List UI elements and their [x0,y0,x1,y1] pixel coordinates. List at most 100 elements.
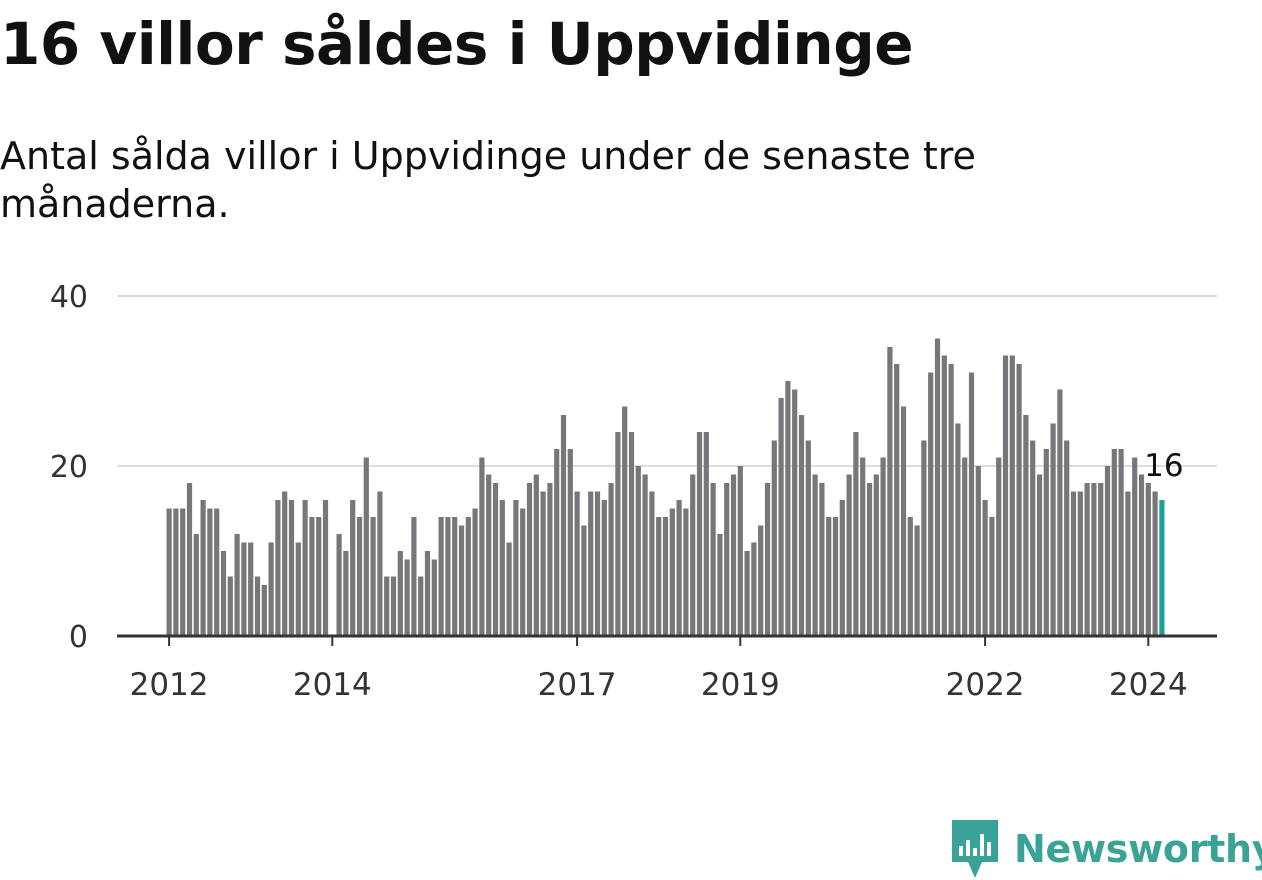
bar [227,576,233,636]
bar [703,432,709,636]
x-tick-label: 2022 [946,667,1025,703]
bar [200,500,206,636]
bar [220,551,227,636]
bar [254,576,261,636]
bar [377,491,383,636]
bar [166,508,172,636]
bar [186,483,193,636]
bar [635,466,641,636]
bar [411,517,417,636]
bar [1091,483,1097,636]
bar [581,525,587,636]
bar [690,474,696,636]
bar [560,415,567,636]
bar [302,500,308,636]
bar [533,474,539,636]
bar [880,457,886,636]
bar [1118,449,1124,636]
bar [649,491,655,636]
bar [465,517,471,636]
brand-logo: Newsworthy [950,818,1262,880]
bar-latest [1159,500,1165,636]
bar [839,500,845,636]
bar [737,466,743,636]
bar [316,517,322,636]
bar [1077,491,1083,636]
bar [1016,364,1022,636]
bar [520,508,526,636]
bar [975,466,981,636]
bar [540,491,546,636]
bar [764,483,771,636]
bar [608,483,614,636]
bar [248,542,254,636]
bar [846,474,852,636]
bar [615,432,621,636]
bar [431,559,437,636]
bar [662,517,669,636]
last-value-label: 16 [1144,448,1183,484]
y-axis-ticks: 0 20 40 [50,280,88,655]
bar [962,457,968,636]
x-tick-label: 2017 [538,667,617,703]
bar [1023,415,1029,636]
bar [282,491,288,636]
bar [554,449,560,636]
bar [1111,449,1117,636]
bar [1009,355,1015,636]
bar [492,483,499,636]
bar [343,551,349,636]
bar [798,415,805,636]
bar [683,508,689,636]
bar [1050,423,1056,636]
x-tick-label: 2024 [1109,667,1188,703]
bar [1043,449,1049,636]
bar [452,517,458,636]
bar [921,440,927,636]
bar [785,381,791,636]
chart-subtitle: Antal sålda villor i Uppvidinge under de… [0,134,976,226]
bar [322,500,329,636]
bar [1152,491,1158,636]
bar [955,423,961,636]
bar [479,457,485,636]
bar [996,457,1002,636]
bar [241,542,247,636]
bar [1132,457,1138,636]
bar [928,372,934,636]
bar [628,432,635,636]
bar [696,432,703,636]
bar [778,398,784,636]
bar [234,534,240,636]
bar [758,525,764,636]
bars [166,338,1165,636]
bar [1030,440,1036,636]
bar [513,500,519,636]
y-tick-label: 20 [50,450,88,485]
bar [873,474,879,636]
bar [941,355,947,636]
bar [1057,389,1063,636]
bar [574,491,580,636]
bar [588,491,594,636]
bar [1064,440,1070,636]
bar [860,457,866,636]
x-tick-label: 2014 [293,667,372,703]
bar [989,517,995,636]
bar [907,517,913,636]
bar [792,389,798,636]
bar [1145,483,1151,636]
bar [384,576,390,636]
bar [458,525,465,636]
bar [819,483,825,636]
bar [363,457,369,636]
bar [173,508,179,636]
bar [180,508,186,636]
bar [1125,491,1131,636]
bar [350,500,356,636]
bar [724,483,730,636]
bar [390,576,397,636]
bar [744,551,750,636]
bar [1104,466,1111,636]
